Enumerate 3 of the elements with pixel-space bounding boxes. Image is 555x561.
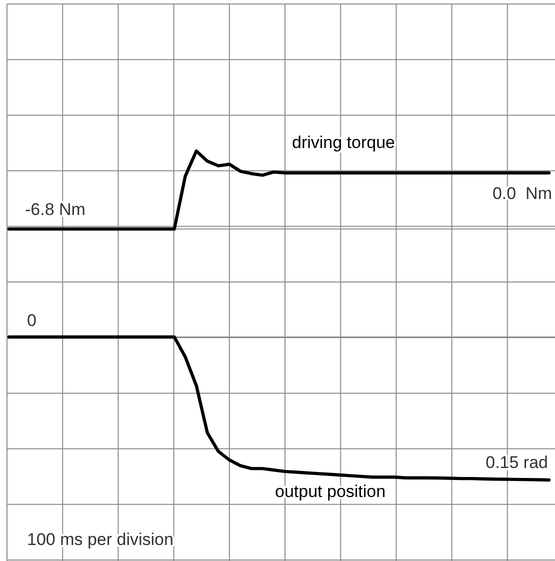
annotation: 0: [27, 311, 36, 330]
series-label: output position: [275, 482, 386, 501]
series-label: driving torque: [292, 133, 396, 152]
